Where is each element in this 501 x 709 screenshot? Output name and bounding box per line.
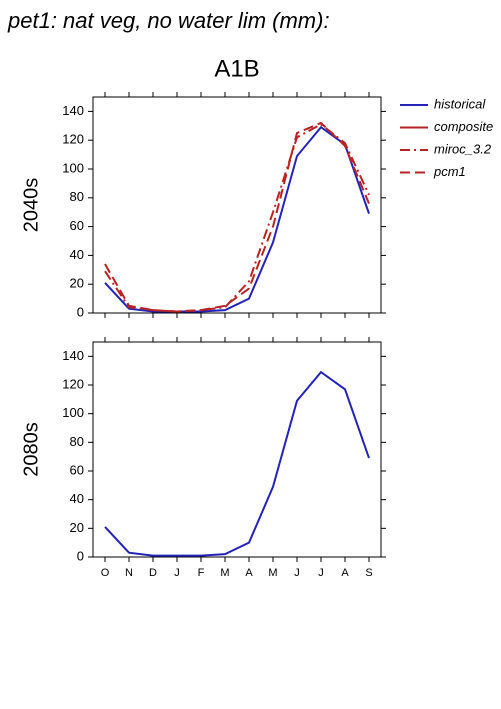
y-tick-label: 120 <box>62 132 84 147</box>
x-tick-label: N <box>125 567 133 579</box>
y-tick-label: 20 <box>70 520 84 535</box>
y-tick-label: 120 <box>62 376 84 391</box>
x-tick-label: O <box>101 567 110 579</box>
x-tick-label: F <box>198 567 205 579</box>
y-tick-label: 60 <box>70 218 84 233</box>
y-tick-label: 100 <box>62 405 84 420</box>
y-tick-label: 100 <box>62 160 84 175</box>
y-tick-label: 40 <box>70 247 84 262</box>
y-tick-label: 80 <box>70 189 84 204</box>
y-tick-label: 140 <box>62 348 84 363</box>
y-axis-label: 2040s <box>20 178 42 233</box>
x-tick-label: A <box>245 567 253 579</box>
x-tick-label: D <box>149 567 157 579</box>
plot-frame <box>92 96 382 314</box>
y-tick-label: 0 <box>77 548 84 563</box>
y-tick-label: 140 <box>62 103 84 118</box>
y-tick-label: 80 <box>70 434 84 449</box>
y-axis-label: 2080s <box>20 422 42 477</box>
series-line <box>104 121 370 313</box>
y-tick-label: 40 <box>70 491 84 506</box>
y-tick-label: 0 <box>77 304 84 319</box>
series-line <box>104 125 370 313</box>
legend-label: pcm1 <box>433 164 466 179</box>
x-tick-label: M <box>268 567 277 579</box>
x-tick-label: J <box>294 567 300 579</box>
x-tick-label: J <box>318 567 324 579</box>
x-tick-label: M <box>220 567 229 579</box>
legend-label: miroc_3.2 <box>434 141 492 156</box>
x-tick-label: S <box>365 567 372 579</box>
plot-frame <box>92 341 382 558</box>
chart-title: A1B <box>214 55 259 82</box>
legend-label: composite <box>434 119 493 134</box>
y-tick-label: 60 <box>70 462 84 477</box>
series-line <box>104 370 370 557</box>
legend-label: historical <box>434 96 486 111</box>
x-tick-label: A <box>341 567 349 579</box>
y-tick-label: 20 <box>70 276 84 291</box>
x-tick-label: J <box>174 567 180 579</box>
series-line <box>104 123 370 313</box>
page-title: pet1: nat veg, no water lim (mm): <box>7 8 330 33</box>
